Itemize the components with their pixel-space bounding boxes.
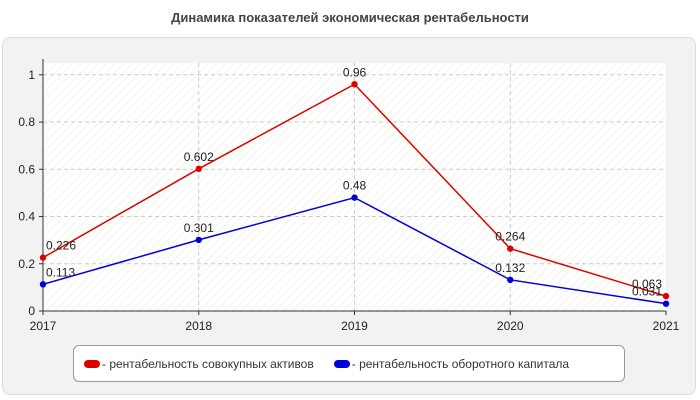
x-tick-label: 2021 — [653, 319, 680, 333]
data-point[interactable] — [351, 81, 358, 88]
data-point[interactable] — [39, 254, 47, 261]
data-point[interactable] — [662, 300, 670, 307]
data-point[interactable] — [195, 236, 202, 244]
data-label: 0.226 — [46, 239, 76, 253]
data-point[interactable] — [507, 276, 514, 284]
legend-swatch-assets — [84, 359, 100, 368]
legend-swatch-working-capital — [333, 359, 350, 368]
y-tick-label: 0 — [28, 304, 35, 318]
legend-item-working-capital[interactable]: - рентабельность оборотного капитала — [333, 356, 570, 371]
x-tick-label: 2017 — [30, 319, 57, 333]
x-tick-label: 2020 — [497, 319, 524, 333]
data-point[interactable] — [351, 194, 358, 201]
chart-legend: - рентабельность совокупных активов - ре… — [73, 345, 625, 382]
data-point[interactable] — [507, 245, 514, 252]
data-label: 0.031 — [632, 285, 662, 299]
data-label: 0.301 — [184, 221, 214, 235]
data-point[interactable] — [39, 281, 47, 288]
y-tick-label: 0.4 — [18, 210, 35, 224]
data-point[interactable] — [195, 165, 202, 173]
legend-item-assets[interactable]: - рентабельность совокупных активов — [84, 357, 314, 371]
data-point[interactable] — [662, 292, 670, 300]
data-label: 0.602 — [184, 150, 214, 164]
data-label: 0.113 — [46, 265, 75, 279]
y-tick-label: 1 — [28, 68, 35, 82]
legend-label-assets: - рентабельность совокупных активов — [102, 356, 314, 371]
y-tick-label: 0.8 — [18, 115, 35, 129]
x-tick-label: 2019 — [341, 319, 368, 333]
data-label: 0.264 — [495, 230, 525, 244]
y-tick-label: 0.2 — [18, 257, 35, 271]
y-tick-label: 0.6 — [18, 162, 35, 176]
data-label: 0.132 — [495, 261, 525, 275]
data-label: 0.96 — [343, 65, 367, 79]
data-label: 0.48 — [343, 179, 367, 193]
legend-label-working-capital: - рентабельность оборотного капитала — [351, 356, 570, 371]
chart-title: Динамика показателей экономическая рента… — [171, 10, 529, 25]
data-label: 0.063 — [632, 277, 662, 291]
x-tick-label: 2018 — [185, 319, 212, 333]
